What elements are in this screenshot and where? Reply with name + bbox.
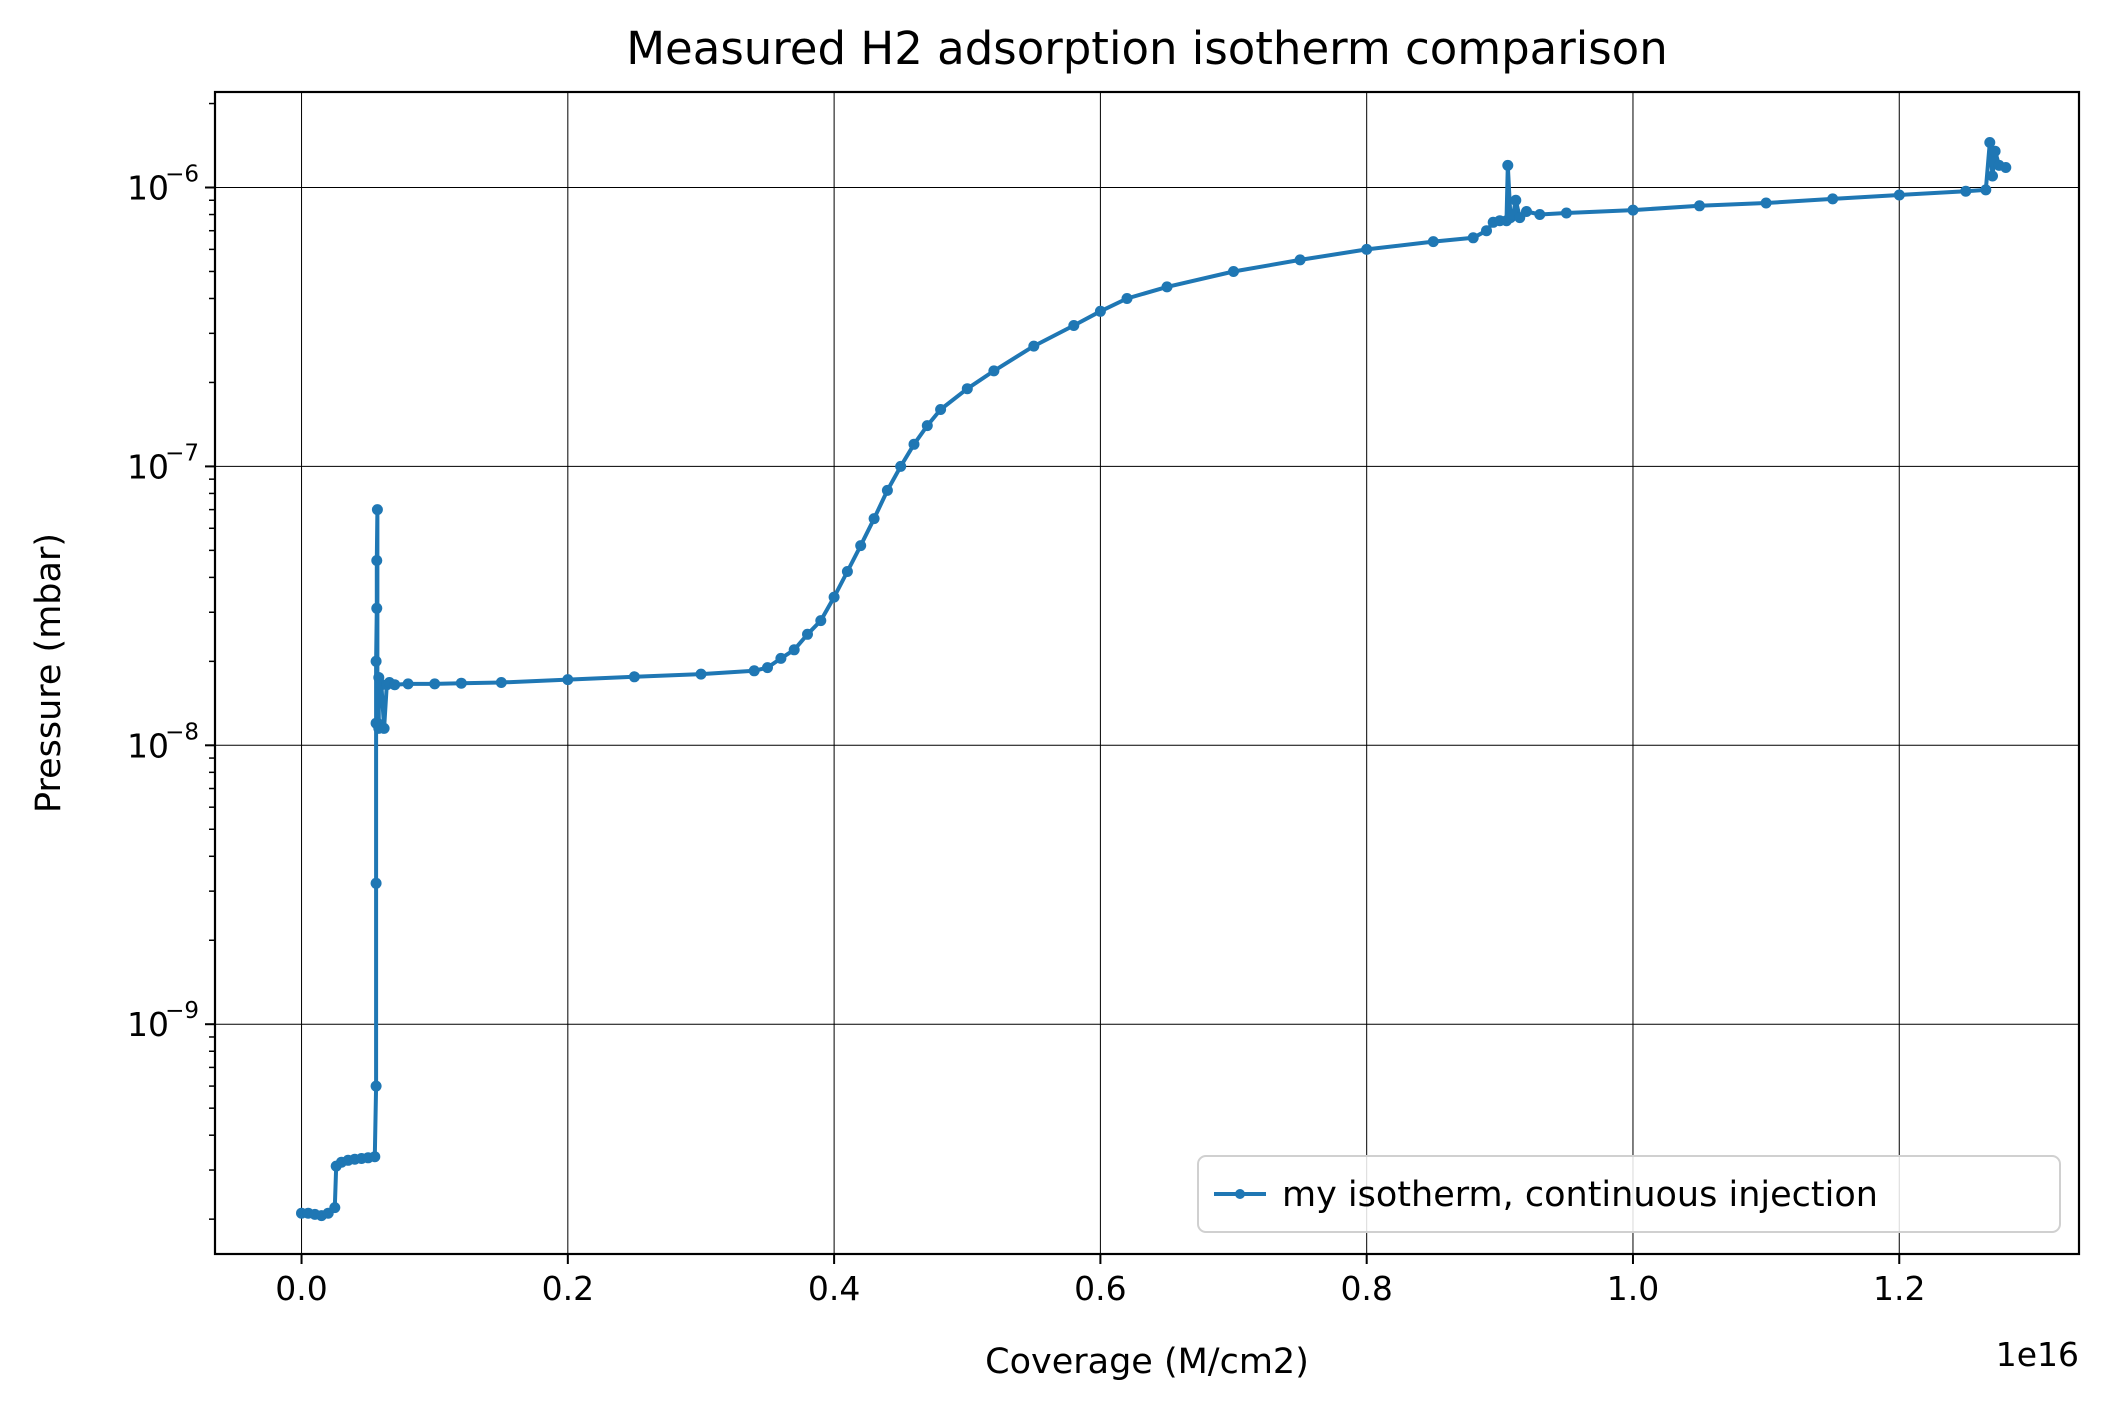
data-point [815,615,827,627]
data-point [1361,243,1373,255]
series-line [301,140,2007,1218]
x-tick-label: 0.4 [808,1269,860,1308]
y-tick-label: 10 [127,447,169,486]
data-point [1694,200,1705,212]
data-point [371,504,383,516]
data-point [935,404,947,415]
legend-label: my isotherm, continuous injection [1282,1175,1878,1215]
plot-frame [213,90,2081,1256]
y-tick-exponent: −6 [165,162,199,188]
data-point [1989,145,2001,157]
y-tick-exponent: −8 [165,719,199,745]
y-tick-exponent: −7 [165,440,199,466]
y-axis: 10−910−810−710−6 [127,102,215,1220]
data-point [762,662,773,674]
data-point [402,678,414,690]
data-point [2000,162,2012,173]
data-point [1427,236,1439,248]
data-point [495,677,507,688]
data-series [296,137,2012,1222]
data-point [1893,189,1905,201]
data-point [370,655,382,667]
data-point [908,438,920,450]
y-tick-label: 10 [127,726,169,765]
data-point [371,555,383,566]
data-point [429,678,441,690]
data-point [1481,225,1492,237]
data-point [1294,254,1306,266]
data-point [370,1080,382,1092]
data-point [1984,137,1996,148]
x-tick-label: 0.8 [1340,1269,1392,1308]
x-axis-label: Coverage (M/cm2) [985,1342,1309,1382]
y-axis-label: Pressure (mbar) [29,533,69,813]
y-tick-exponent: −9 [165,998,199,1024]
data-point [1960,185,1972,197]
data-point [370,877,382,889]
data-point [562,674,574,686]
data-point [1980,184,1992,196]
data-point [1502,159,1514,171]
data-point [828,591,840,603]
data-point [1760,197,1772,209]
x-tick-label: 1.0 [1607,1269,1659,1308]
data-point [1094,305,1106,317]
data-point [1121,293,1133,304]
data-point [748,665,760,677]
data-point [369,1151,381,1163]
data-point [371,602,383,614]
data-point [895,460,907,472]
x-tick-label: 0.2 [542,1269,594,1308]
legend-marker-sample [1235,1189,1245,1199]
data-point [1560,207,1572,219]
data-point [841,566,853,577]
data-point [1534,209,1546,220]
data-point [802,628,813,640]
data-point [988,365,1000,377]
x-offset-label: 1e16 [1996,1335,2079,1374]
data-point [378,722,390,734]
data-point [1068,320,1080,331]
data-point [455,677,467,689]
data-point [1827,193,1839,205]
x-tick-label: 1.2 [1873,1269,1925,1308]
data-point [628,671,640,683]
chart-title: Measured H2 adsorption isotherm comparis… [626,22,1668,75]
legend-box [1197,1155,2061,1233]
grid-lines [215,92,2079,1254]
y-tick-label: 10 [127,169,169,208]
data-point [1028,340,1040,352]
data-point [1228,266,1239,277]
data-point [1467,232,1479,244]
data-point [1521,206,1532,217]
data-point [329,1202,341,1214]
data-point [1161,281,1173,293]
data-point [1987,170,1998,182]
data-point [881,484,893,496]
data-point [961,383,973,395]
data-point [868,513,880,525]
data-point [855,540,867,552]
data-point [921,420,933,432]
data-point [695,668,707,680]
x-tick-label: 0.0 [275,1269,327,1308]
x-axis: 0.0 0.2 0.4 0.6 0.8 1.0 1.2 [275,1254,1925,1308]
legend: my isotherm, continuous injection [1197,1155,2061,1233]
data-point [775,652,787,664]
data-point [389,679,401,691]
y-tick-label: 10 [127,1005,169,1044]
data-point [1627,204,1639,216]
data-point [1510,194,1522,206]
data-point [788,644,800,656]
x-tick-label: 0.6 [1074,1269,1126,1308]
